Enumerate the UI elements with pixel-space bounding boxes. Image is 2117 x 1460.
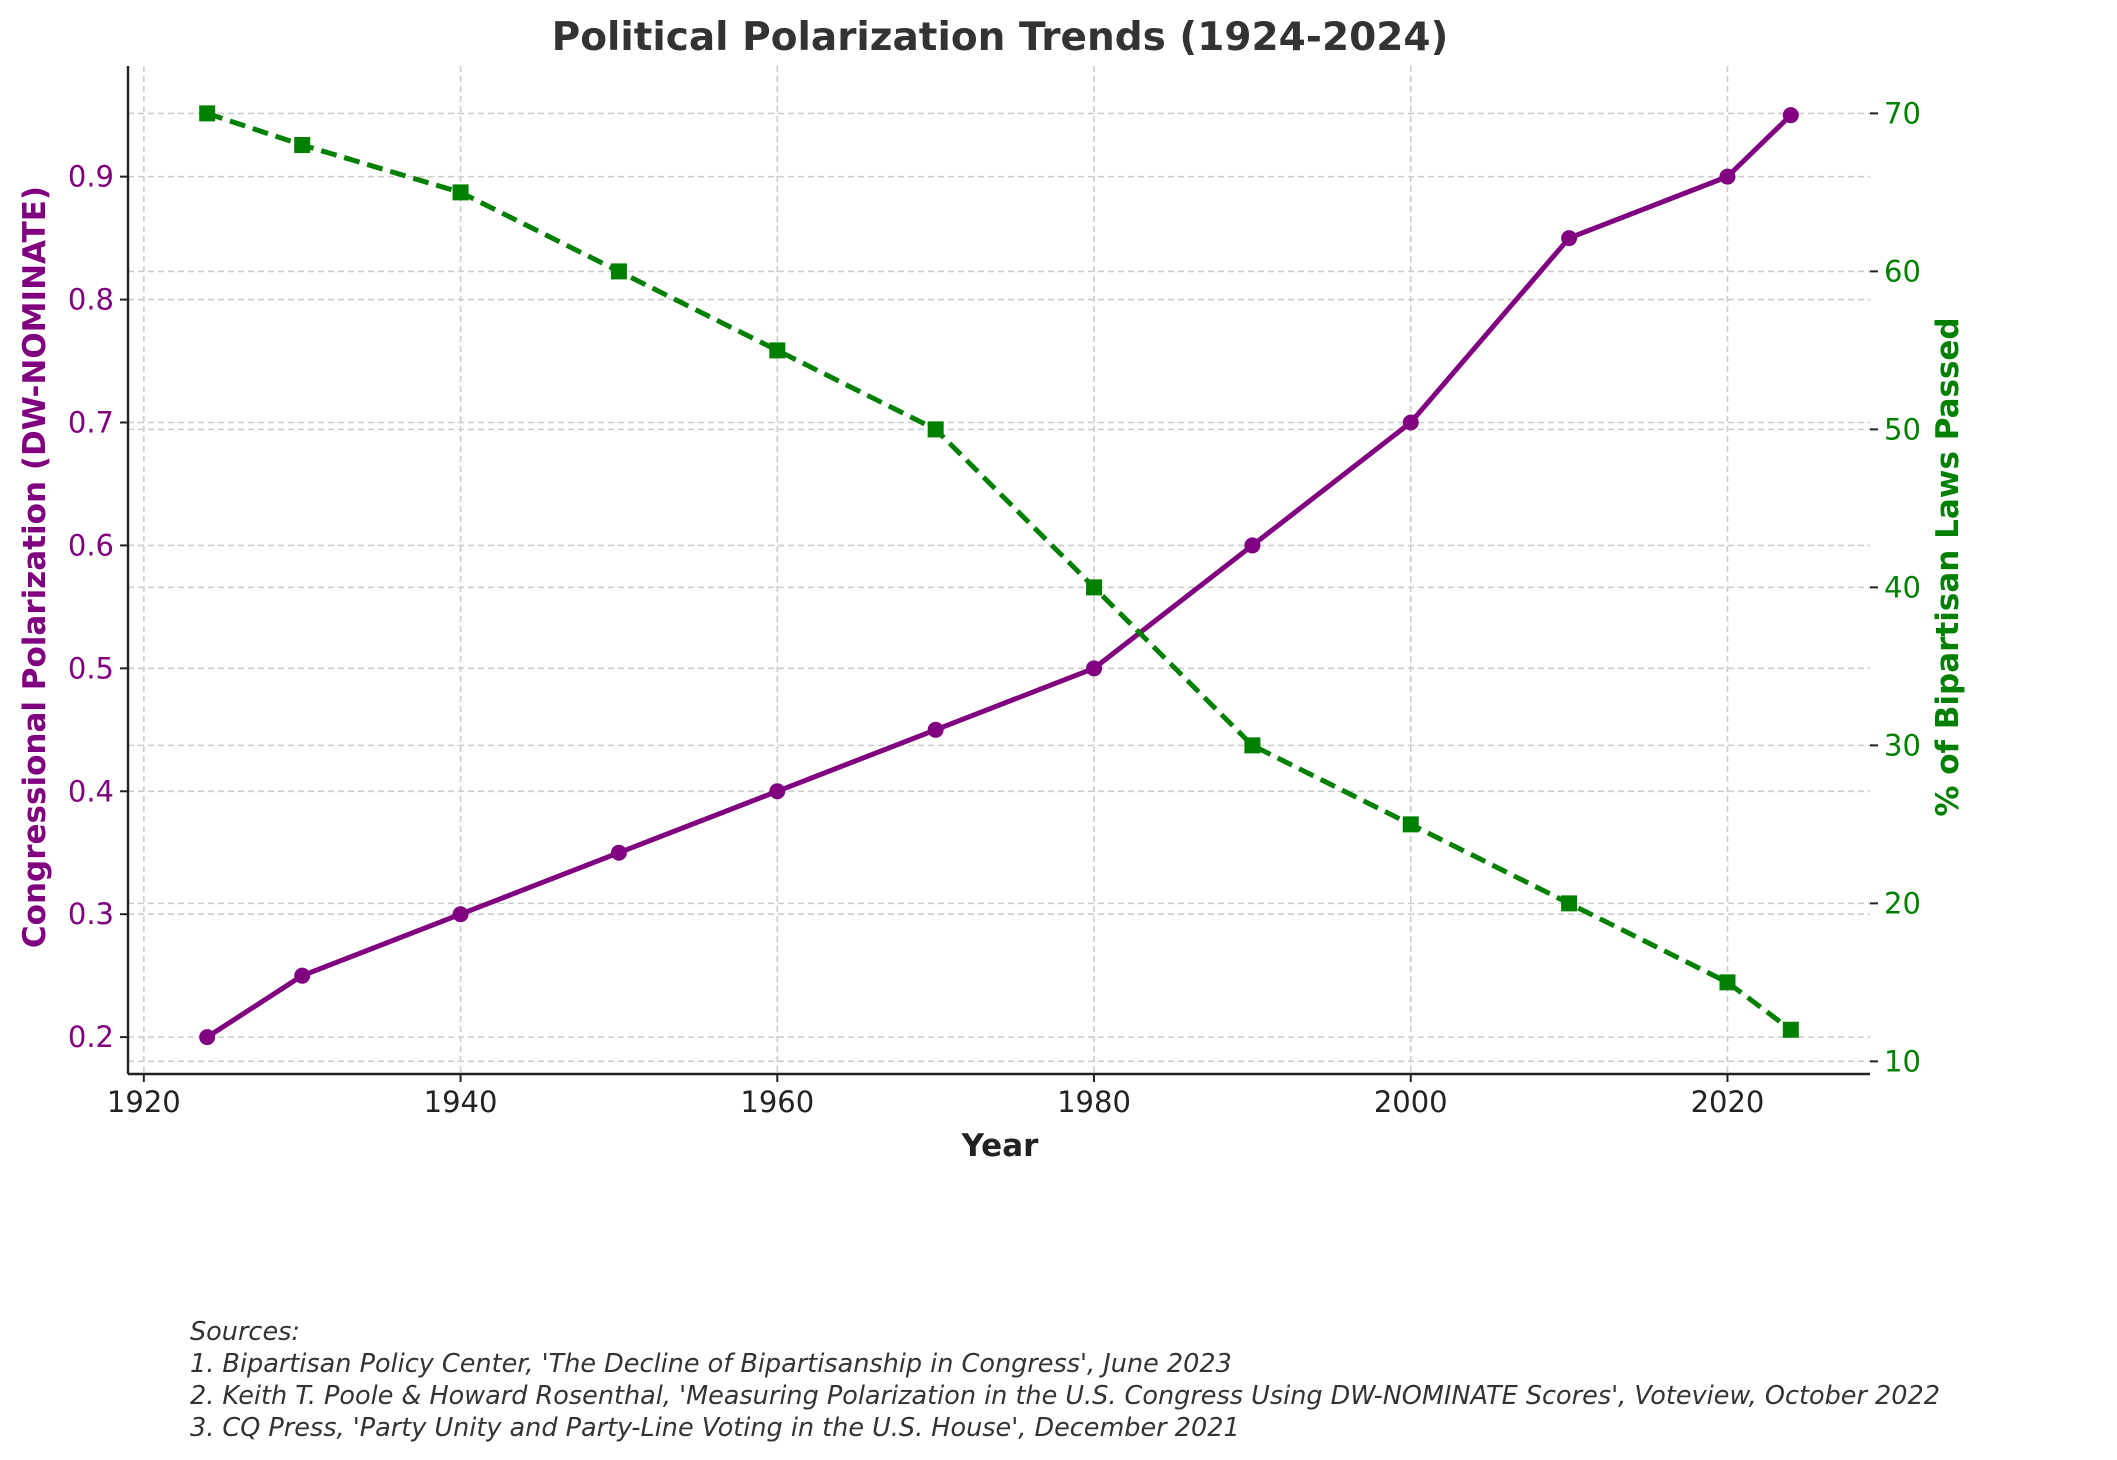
y-left-tick-label: 0.4 bbox=[68, 774, 114, 808]
series-layer bbox=[199, 105, 1799, 1046]
y-left-tick-label: 0.5 bbox=[68, 651, 114, 685]
data-point-right bbox=[1402, 816, 1419, 833]
y-axis-left-label: Congressional Polarization (DW-NOMINATE) bbox=[17, 186, 53, 948]
x-axis-label: Year bbox=[961, 1128, 1040, 1164]
data-point-left bbox=[610, 844, 627, 861]
y-right-tick-label: 40 bbox=[1884, 570, 1921, 604]
x-tick-label: 2000 bbox=[1374, 1085, 1448, 1119]
x-tick-label: 1960 bbox=[740, 1085, 814, 1119]
sources-heading: Sources: bbox=[190, 1317, 301, 1347]
x-tick-label: 1920 bbox=[107, 1085, 181, 1119]
data-point-left bbox=[1719, 168, 1736, 185]
y-right-tick-label: 70 bbox=[1884, 96, 1921, 130]
data-point-right bbox=[1782, 1021, 1799, 1038]
y-right-tick-label: 10 bbox=[1884, 1044, 1921, 1078]
data-point-left bbox=[1244, 537, 1261, 554]
y-right-tick-label: 20 bbox=[1884, 886, 1921, 920]
data-point-right bbox=[769, 342, 786, 359]
data-point-left bbox=[452, 906, 469, 923]
data-point-right bbox=[294, 136, 311, 153]
y-right-tick-label: 30 bbox=[1884, 728, 1921, 762]
data-point-right bbox=[1086, 579, 1103, 596]
y-left-tick-label: 0.7 bbox=[68, 405, 114, 439]
y-right-tick-label: 60 bbox=[1884, 254, 1921, 288]
y-left-tick-label: 0.3 bbox=[68, 897, 114, 931]
data-point-left bbox=[769, 783, 786, 800]
source-item-2: 2. Keith T. Poole & Howard Rosenthal, 'M… bbox=[190, 1381, 1940, 1411]
data-point-right bbox=[1244, 737, 1261, 754]
y-axis-right-label: % of Bipartisan Laws Passed bbox=[1930, 317, 1966, 816]
data-point-right bbox=[1561, 895, 1578, 912]
data-point-left bbox=[1782, 107, 1799, 124]
axes-layer: 1920 1940 1960 1980 2000 2020 0.2 0.3 0.4 0.5 0.6 0… bbox=[68, 66, 1921, 1119]
data-point-left bbox=[1086, 660, 1103, 677]
source-item-1: 1. Bipartisan Policy Center, 'The Declin… bbox=[190, 1349, 1232, 1379]
x-tick-label: 1940 bbox=[424, 1085, 498, 1119]
data-point-right bbox=[452, 184, 469, 201]
source-item-3: 3. CQ Press, 'Party Unity and Party-Line… bbox=[190, 1413, 1240, 1443]
data-point-right bbox=[1719, 974, 1736, 991]
data-point-right bbox=[927, 421, 944, 438]
x-tick-label: 1980 bbox=[1057, 1085, 1131, 1119]
data-point-left bbox=[1402, 414, 1419, 431]
sources-note: Sources: 1. Bipartisan Policy Center, 'T… bbox=[190, 1316, 1940, 1444]
y-right-tick-label: 50 bbox=[1884, 412, 1921, 446]
data-point-left bbox=[927, 721, 944, 738]
data-point-left bbox=[199, 1029, 216, 1046]
chart-title: Political Polarization Trends (1924-2024… bbox=[552, 15, 1449, 60]
grid-layer bbox=[128, 66, 1870, 1074]
data-point-left bbox=[1561, 230, 1578, 247]
series-line-left bbox=[205, 113, 1793, 1040]
data-point-right bbox=[610, 263, 627, 280]
y-left-tick-label: 0.6 bbox=[68, 528, 114, 562]
y-left-tick-label: 0.9 bbox=[68, 160, 114, 194]
x-tick-label: 2020 bbox=[1691, 1085, 1765, 1119]
series-line-right bbox=[206, 111, 1793, 1032]
y-left-tick-label: 0.2 bbox=[68, 1020, 114, 1054]
data-point-left bbox=[294, 967, 311, 984]
data-point-right bbox=[199, 105, 216, 122]
y-left-tick-label: 0.8 bbox=[68, 283, 114, 317]
